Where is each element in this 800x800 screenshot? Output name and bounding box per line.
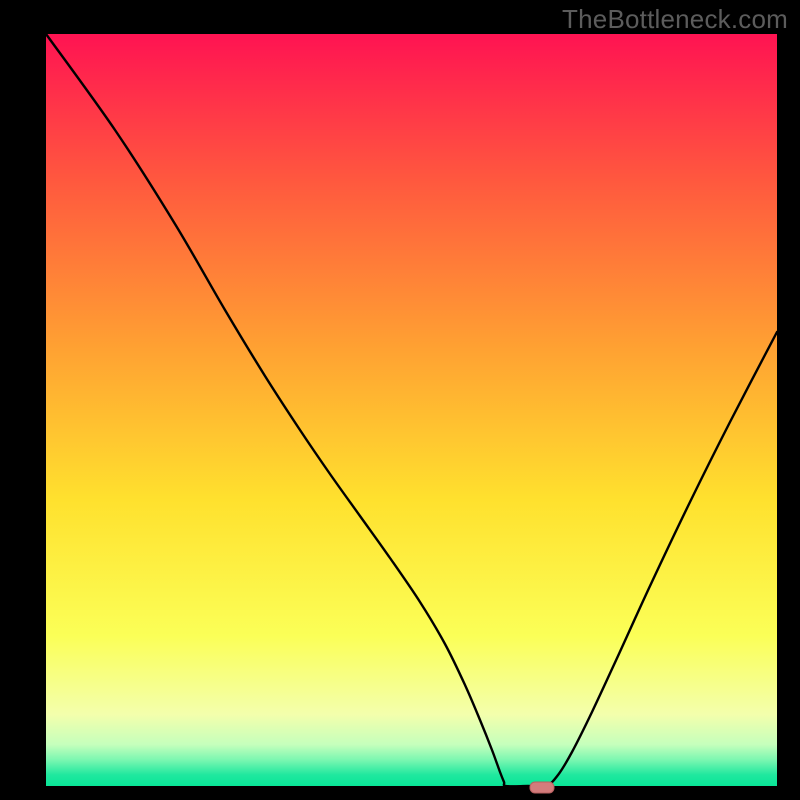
plot-area: [46, 34, 777, 786]
chart-svg: [0, 0, 800, 800]
optimal-marker: [530, 782, 554, 793]
bottleneck-chart: TheBottleneck.com: [0, 0, 800, 800]
watermark-text: TheBottleneck.com: [562, 4, 788, 35]
